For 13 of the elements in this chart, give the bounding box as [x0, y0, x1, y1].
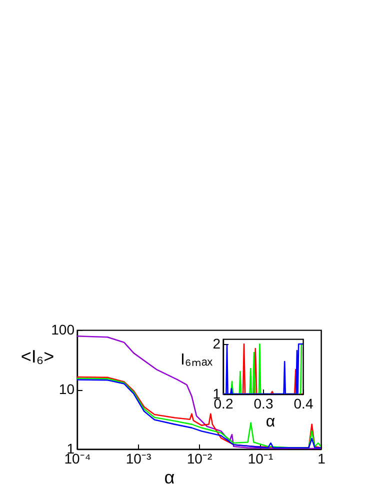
x-tick-label: 0.3 — [254, 396, 274, 412]
y-tick-label: 10 — [58, 381, 75, 397]
y-axis-title: I₆ₘₐₓ — [180, 352, 214, 368]
x-tick-label: 0.4 — [294, 396, 314, 412]
x-axis-title: α — [164, 468, 175, 488]
y-axis-title: <I₆> — [20, 346, 54, 366]
x-axis-title: α — [266, 414, 276, 430]
y-tick-label: 100 — [51, 322, 75, 338]
x-tick-label: 10⁻¹ — [248, 450, 274, 466]
x-tick-label: 10⁻² — [186, 450, 212, 466]
y-tick-label: 2 — [212, 336, 221, 352]
x-tick-label: 1 — [318, 450, 326, 466]
x-tick-label: 10⁻³ — [126, 450, 152, 466]
